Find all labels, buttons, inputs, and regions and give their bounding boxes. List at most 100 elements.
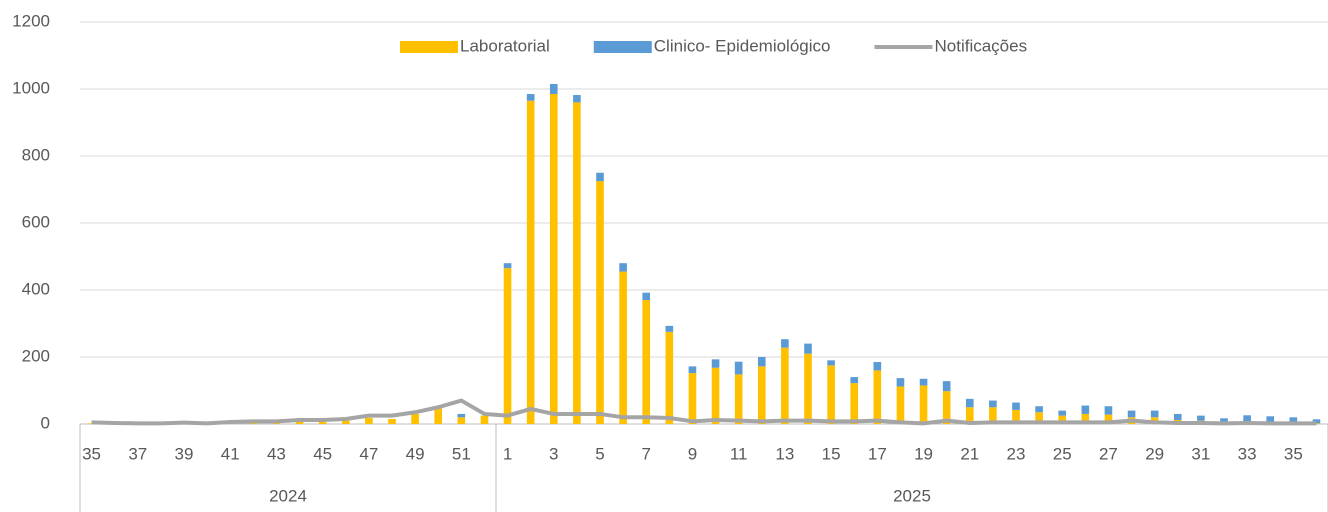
legend-label: Laboratorial	[460, 36, 550, 55]
bar	[642, 300, 651, 424]
bar	[1197, 415, 1205, 421]
x-tick-label: 13	[775, 444, 794, 463]
bar	[1104, 414, 1113, 424]
bar	[1127, 410, 1136, 418]
legend-swatch	[593, 41, 652, 53]
group-label: 2024	[269, 486, 307, 505]
bar	[549, 83, 558, 95]
bar	[711, 359, 720, 368]
x-tick-label: 51	[452, 444, 471, 463]
x-tick-label: 31	[1191, 444, 1210, 463]
bar	[688, 366, 697, 374]
bar	[503, 263, 512, 269]
bar	[596, 172, 604, 182]
x-tick-label: 49	[406, 444, 425, 463]
bar	[827, 365, 835, 424]
bar	[804, 353, 812, 424]
bar	[457, 417, 466, 424]
y-tick-label: 400	[22, 279, 50, 298]
bar	[734, 361, 743, 375]
x-tick-label: 9	[688, 444, 697, 463]
bar	[1058, 415, 1067, 424]
x-tick-label: 3	[549, 444, 558, 463]
bar	[619, 271, 627, 424]
bar	[1173, 413, 1182, 420]
bar	[965, 407, 974, 424]
bar	[781, 339, 789, 348]
x-tick-label: 35	[82, 444, 101, 463]
bar	[1012, 409, 1020, 424]
y-tick-label: 0	[41, 413, 50, 432]
bar	[573, 102, 581, 425]
bar	[1058, 410, 1067, 416]
x-tick-label: 29	[1145, 444, 1164, 463]
bar	[1081, 413, 1090, 424]
x-tick-label: 17	[868, 444, 887, 463]
bar	[711, 367, 720, 424]
bar	[295, 421, 304, 424]
bar	[1220, 418, 1228, 423]
x-tick-label: 11	[730, 444, 748, 463]
y-tick-label: 800	[22, 145, 50, 164]
bar	[781, 347, 789, 424]
bar	[1150, 410, 1159, 418]
legend-label: Notificações	[934, 36, 1027, 55]
y-tick-label: 600	[22, 212, 50, 231]
x-tick-label: 25	[1053, 444, 1072, 463]
x-tick-label: 7	[641, 444, 650, 463]
bar	[804, 343, 812, 354]
x-tick-label: 35	[1284, 444, 1303, 463]
bar	[688, 373, 697, 424]
bar	[850, 383, 859, 424]
x-tick-label: 21	[960, 444, 979, 463]
x-tick-label: 23	[1007, 444, 1026, 463]
bar	[365, 417, 373, 424]
bar	[1289, 417, 1298, 423]
x-tick-label: 1	[503, 444, 512, 463]
bar	[989, 400, 997, 408]
bar	[503, 268, 512, 424]
bar	[942, 391, 951, 424]
bar	[388, 418, 396, 424]
bar	[1312, 419, 1321, 424]
x-tick-label: 43	[267, 444, 286, 463]
bar	[665, 331, 674, 424]
bar	[1243, 415, 1251, 422]
bar	[665, 325, 674, 332]
bar	[896, 386, 905, 424]
bar	[734, 374, 743, 424]
bar	[642, 292, 651, 301]
bar	[1104, 406, 1113, 415]
bar	[434, 407, 443, 424]
x-tick-label: 19	[914, 444, 933, 463]
y-tick-label: 1200	[12, 11, 50, 30]
x-tick-label: 33	[1238, 444, 1257, 463]
bar	[850, 377, 859, 384]
bar	[318, 421, 327, 424]
bar	[1012, 402, 1020, 410]
bar	[965, 398, 974, 408]
y-tick-label: 200	[22, 346, 50, 365]
x-tick-label: 41	[221, 444, 240, 463]
bar	[1081, 405, 1090, 414]
x-tick-label: 15	[822, 444, 841, 463]
x-tick-label: 37	[128, 444, 147, 463]
x-tick-label: 27	[1099, 444, 1118, 463]
bar	[919, 385, 928, 424]
bar	[757, 357, 766, 367]
bar	[457, 413, 466, 418]
x-tick-label: 47	[359, 444, 378, 463]
bar	[573, 95, 581, 103]
bar	[549, 94, 558, 425]
bar	[619, 263, 627, 272]
bar	[827, 360, 835, 366]
bar	[1035, 406, 1043, 413]
legend-label: Clinico- Epidemiológico	[654, 36, 831, 55]
x-tick-label: 5	[595, 444, 604, 463]
bar	[526, 94, 535, 101]
bar	[873, 362, 882, 371]
bar	[757, 366, 766, 424]
bar	[989, 407, 997, 424]
group-label: 2025	[893, 486, 931, 505]
